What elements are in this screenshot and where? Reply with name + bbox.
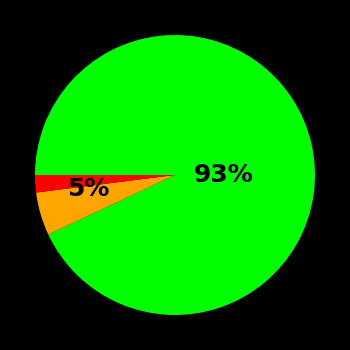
Text: 93%: 93% (194, 163, 254, 187)
Wedge shape (36, 175, 175, 234)
Wedge shape (35, 35, 315, 315)
Text: 5%: 5% (67, 177, 110, 201)
Wedge shape (35, 175, 175, 192)
